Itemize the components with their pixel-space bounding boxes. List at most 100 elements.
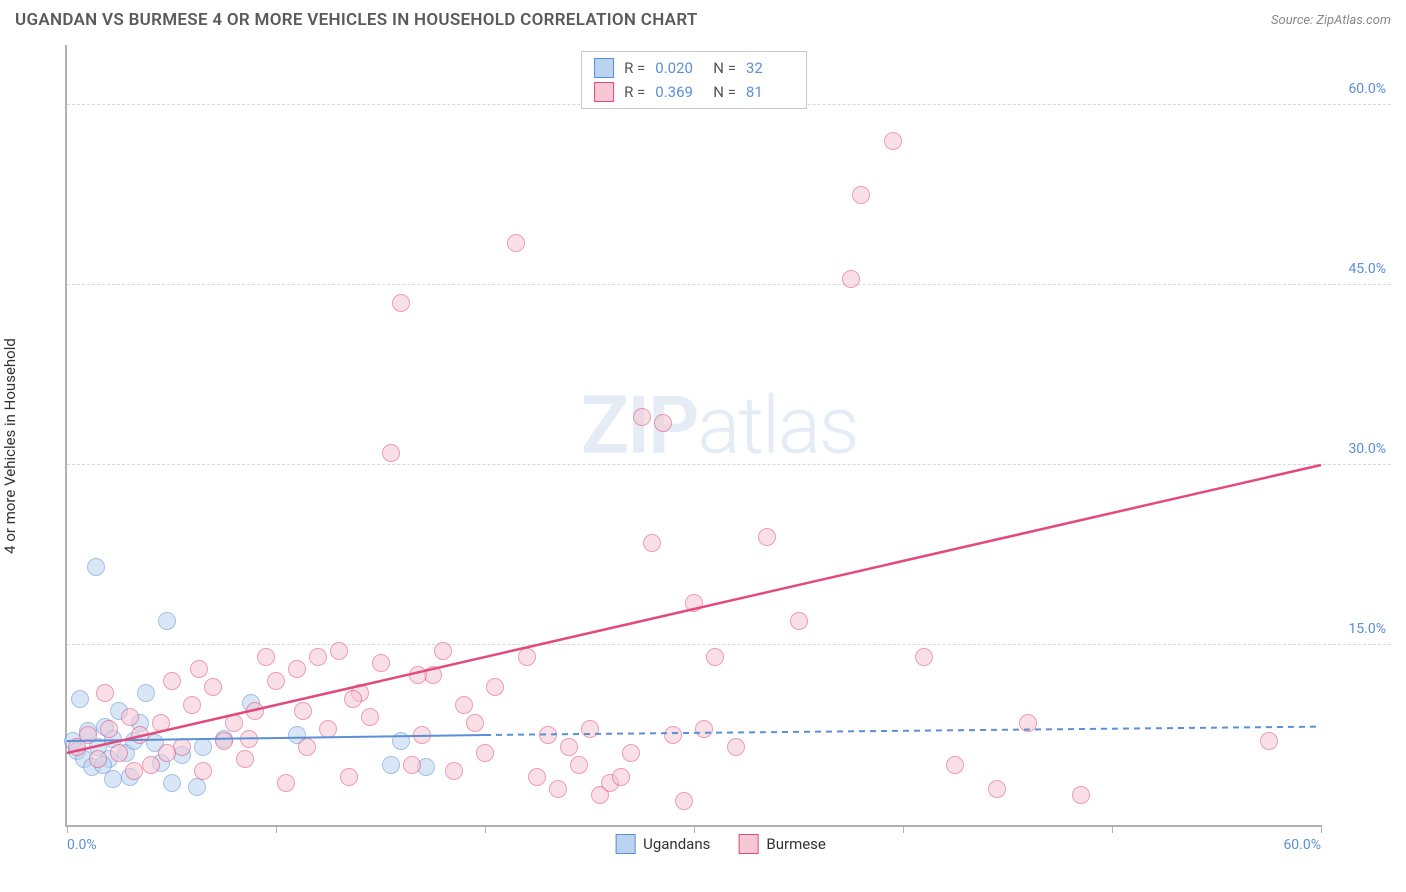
watermark: ZIPatlas bbox=[581, 379, 858, 473]
data-point-burmese bbox=[539, 726, 557, 744]
data-point-burmese bbox=[100, 720, 118, 738]
y-tick-label: 30.0% bbox=[1348, 441, 1386, 457]
data-point-burmese bbox=[434, 642, 452, 660]
legend-swatch-ugandans bbox=[594, 58, 614, 78]
data-point-burmese bbox=[330, 642, 348, 660]
x-tick bbox=[485, 825, 486, 833]
x-tick-label: 0.0% bbox=[67, 837, 97, 853]
data-point-burmese bbox=[96, 684, 114, 702]
data-point-burmese bbox=[915, 648, 933, 666]
legend-item-ugandans: Ugandans bbox=[615, 834, 710, 854]
data-point-burmese bbox=[309, 648, 327, 666]
data-point-burmese bbox=[570, 756, 588, 774]
data-point-burmese bbox=[633, 408, 651, 426]
data-point-burmese bbox=[560, 738, 578, 756]
data-point-burmese bbox=[194, 762, 212, 780]
data-point-burmese bbox=[392, 294, 410, 312]
legend-swatch-burmese bbox=[594, 82, 614, 102]
data-point-burmese bbox=[382, 444, 400, 462]
data-point-burmese bbox=[946, 756, 964, 774]
data-point-burmese bbox=[507, 234, 525, 252]
data-point-burmese bbox=[476, 744, 494, 762]
data-point-ugandans bbox=[87, 558, 105, 576]
data-point-burmese bbox=[884, 132, 902, 150]
data-point-ugandans bbox=[158, 612, 176, 630]
data-point-burmese bbox=[298, 738, 316, 756]
data-point-burmese bbox=[163, 672, 181, 690]
data-point-burmese bbox=[121, 708, 139, 726]
y-axis-label: 4 or more Vehicles in Household bbox=[1, 338, 19, 554]
data-point-burmese bbox=[277, 774, 295, 792]
data-point-burmese bbox=[246, 702, 264, 720]
data-point-burmese bbox=[267, 672, 285, 690]
data-point-burmese bbox=[455, 696, 473, 714]
data-point-ugandans bbox=[163, 774, 181, 792]
data-point-burmese bbox=[612, 768, 630, 786]
data-point-burmese bbox=[89, 750, 107, 768]
gridline bbox=[67, 464, 1391, 465]
data-point-burmese bbox=[190, 660, 208, 678]
data-point-burmese bbox=[758, 528, 776, 546]
data-point-burmese bbox=[344, 690, 362, 708]
data-point-ugandans bbox=[71, 690, 89, 708]
data-point-burmese bbox=[695, 720, 713, 738]
data-point-burmese bbox=[131, 726, 149, 744]
data-point-burmese bbox=[158, 744, 176, 762]
x-tick bbox=[694, 825, 695, 833]
legend-swatch-icon bbox=[738, 834, 758, 854]
data-point-burmese bbox=[409, 666, 427, 684]
data-point-burmese bbox=[664, 726, 682, 744]
data-point-burmese bbox=[294, 702, 312, 720]
x-tick bbox=[1112, 825, 1113, 833]
gridline bbox=[67, 644, 1391, 645]
data-point-ugandans bbox=[194, 738, 212, 756]
data-point-ugandans bbox=[104, 770, 122, 788]
data-point-burmese bbox=[790, 612, 808, 630]
data-point-ugandans bbox=[188, 778, 206, 796]
data-point-burmese bbox=[528, 768, 546, 786]
x-tick bbox=[276, 825, 277, 833]
data-point-burmese bbox=[518, 648, 536, 666]
data-point-burmese bbox=[654, 414, 672, 432]
y-tick-label: 60.0% bbox=[1348, 81, 1386, 97]
data-point-burmese bbox=[1260, 732, 1278, 750]
y-tick-label: 45.0% bbox=[1348, 261, 1386, 277]
chart-container: ZIPatlas R = 0.020 N = 32 R = 0.369 N = … bbox=[50, 45, 1391, 857]
x-tick bbox=[903, 825, 904, 833]
legend-row-burmese: R = 0.369 N = 81 bbox=[594, 80, 794, 104]
data-point-burmese bbox=[988, 780, 1006, 798]
data-point-burmese bbox=[340, 768, 358, 786]
x-tick bbox=[1321, 825, 1322, 833]
data-point-burmese bbox=[706, 648, 724, 666]
x-tick bbox=[67, 825, 68, 833]
data-point-burmese bbox=[225, 714, 243, 732]
data-point-burmese bbox=[361, 708, 379, 726]
data-point-burmese bbox=[257, 648, 275, 666]
data-point-burmese bbox=[319, 720, 337, 738]
gridline bbox=[67, 284, 1391, 285]
data-point-ugandans bbox=[137, 684, 155, 702]
chart-title: UGANDAN VS BURMESE 4 OR MORE VEHICLES IN… bbox=[15, 10, 698, 30]
data-point-ugandans bbox=[392, 732, 410, 750]
data-point-burmese bbox=[581, 720, 599, 738]
data-point-burmese bbox=[372, 654, 390, 672]
data-point-burmese bbox=[125, 762, 143, 780]
data-point-burmese bbox=[79, 726, 97, 744]
data-point-ugandans bbox=[382, 756, 400, 774]
data-point-burmese bbox=[549, 780, 567, 798]
data-point-burmese bbox=[183, 696, 201, 714]
data-point-burmese bbox=[288, 660, 306, 678]
chart-header: UGANDAN VS BURMESE 4 OR MORE VEHICLES IN… bbox=[15, 10, 1391, 30]
data-point-burmese bbox=[413, 726, 431, 744]
data-point-burmese bbox=[152, 714, 170, 732]
data-point-burmese bbox=[727, 738, 745, 756]
data-point-burmese bbox=[643, 534, 661, 552]
data-point-burmese bbox=[842, 270, 860, 288]
plot-area: ZIPatlas R = 0.020 N = 32 R = 0.369 N = … bbox=[65, 45, 1321, 827]
data-point-burmese bbox=[142, 756, 160, 774]
source-attribution: Source: ZipAtlas.com bbox=[1271, 13, 1391, 28]
data-point-burmese bbox=[1019, 714, 1037, 732]
data-point-burmese bbox=[204, 678, 222, 696]
y-tick-label: 15.0% bbox=[1348, 621, 1386, 637]
data-point-burmese bbox=[215, 732, 233, 750]
